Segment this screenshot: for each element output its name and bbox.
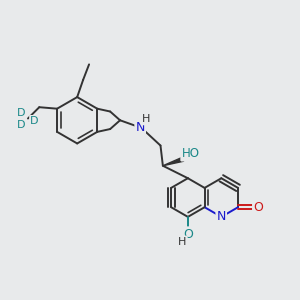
Text: H: H <box>178 236 187 247</box>
Polygon shape <box>163 157 184 166</box>
Text: H: H <box>142 114 150 124</box>
Text: O: O <box>183 228 193 241</box>
Text: D: D <box>17 120 26 130</box>
Text: D: D <box>17 108 26 118</box>
Text: N: N <box>217 210 226 224</box>
Text: N: N <box>136 121 145 134</box>
Text: D: D <box>30 116 39 126</box>
Text: HO: HO <box>182 147 200 161</box>
Text: O: O <box>253 201 263 214</box>
Text: D: D <box>17 120 26 130</box>
Text: D: D <box>17 108 26 118</box>
Text: O: O <box>253 201 263 214</box>
Text: HO: HO <box>182 147 200 161</box>
Text: H: H <box>178 236 187 247</box>
Text: N: N <box>136 121 145 134</box>
Text: N: N <box>217 210 226 224</box>
Text: O: O <box>183 228 193 241</box>
Text: D: D <box>30 116 39 126</box>
Text: H: H <box>142 114 150 124</box>
Text: O: O <box>253 201 263 214</box>
